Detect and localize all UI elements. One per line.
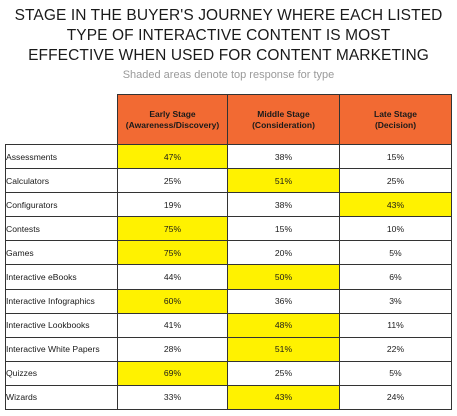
row-label: Wizards [5, 384, 118, 411]
row-label: Interactive Infographics [5, 288, 118, 314]
value-cell: 5% [339, 360, 452, 386]
data-table: Early Stage (Awareness/Discovery) Middle… [5, 94, 452, 411]
chart-title: STAGE IN THE BUYER'S JOURNEY WHERE EACH … [0, 6, 457, 66]
column-header-line1: Middle Stage [257, 108, 310, 119]
title-line-3: EFFECTIVE WHEN USED FOR CONTENT MARKETIN… [28, 47, 429, 64]
value-cell: 28% [117, 336, 228, 362]
table-row: Interactive Lookbooks 41% 48% 11% [5, 312, 452, 338]
header-corner [5, 94, 118, 145]
column-header-line2: (Decision) [374, 119, 417, 130]
value-cell-top: 43% [227, 384, 340, 411]
header-row: Early Stage (Awareness/Discovery) Middle… [5, 94, 452, 145]
value-cell-top: 43% [339, 192, 452, 218]
table-row: Contests 75% 15% 10% [5, 216, 452, 242]
value-cell: 20% [227, 240, 340, 266]
value-cell-top: 60% [117, 288, 228, 314]
value-cell-top: 75% [117, 216, 228, 242]
row-label: Configurators [5, 192, 118, 218]
table-row: Games 75% 20% 5% [5, 240, 452, 266]
table-row: Interactive Infographics 60% 36% 3% [5, 288, 452, 314]
table-row: Configurators 19% 38% 43% [5, 192, 452, 218]
chart-subtitle: Shaded areas denote top response for typ… [122, 69, 335, 81]
value-cell: 25% [117, 168, 228, 194]
value-cell-top: 51% [227, 336, 340, 362]
row-label: Interactive eBooks [5, 264, 118, 290]
row-label: Interactive Lookbooks [5, 312, 118, 338]
column-header-middle: Middle Stage (Consideration) [227, 94, 340, 145]
value-cell: 3% [339, 288, 452, 314]
table-row: Calculators 25% 51% 25% [5, 168, 452, 194]
value-cell: 24% [339, 384, 452, 411]
value-cell: 25% [227, 360, 340, 386]
value-cell-top: 75% [117, 240, 228, 266]
value-cell: 44% [117, 264, 228, 290]
row-label: Games [5, 240, 118, 266]
table-row: Interactive White Papers 28% 51% 22% [5, 336, 452, 362]
value-cell: 5% [339, 240, 452, 266]
table-row: Interactive eBooks 44% 50% 6% [5, 264, 452, 290]
value-cell: 25% [339, 168, 452, 194]
value-cell-top: 48% [227, 312, 340, 338]
table-row: Quizzes 69% 25% 5% [5, 360, 452, 386]
table-body: Assessments 47% 38% 15% Calculators 25% 51% 25%… [5, 143, 452, 411]
value-cell: 11% [339, 312, 452, 338]
value-cell: 10% [339, 216, 452, 242]
value-cell-top: 47% [117, 143, 228, 170]
value-cell: 36% [227, 288, 340, 314]
value-cell: 19% [117, 192, 228, 218]
column-header-late: Late Stage (Decision) [339, 94, 452, 145]
row-label: Interactive White Papers [5, 336, 118, 362]
value-cell: 15% [227, 216, 340, 242]
value-cell: 15% [339, 143, 452, 170]
value-cell: 38% [227, 143, 340, 170]
value-cell: 6% [339, 264, 452, 290]
table-row: Wizards 33% 43% 24% [5, 384, 452, 411]
title-line-2: TYPE OF INTERACTIVE CONTENT IS MOST [66, 27, 391, 44]
column-header-line2: (Awareness/Discovery) [125, 119, 220, 130]
title-line-1: STAGE IN THE BUYER'S JOURNEY WHERE EACH … [14, 7, 443, 24]
value-cell: 33% [117, 384, 228, 411]
table-row: Assessments 47% 38% 15% [5, 143, 452, 170]
value-cell-top: 69% [117, 360, 228, 386]
value-cell: 38% [227, 192, 340, 218]
value-cell-top: 51% [227, 168, 340, 194]
column-header-line1: Early Stage [149, 108, 196, 119]
column-header-early: Early Stage (Awareness/Discovery) [117, 94, 228, 145]
column-header-line1: Late Stage [374, 108, 417, 119]
row-label: Calculators [5, 168, 118, 194]
row-label: Assessments [5, 143, 118, 170]
row-label: Contests [5, 216, 118, 242]
row-label: Quizzes [5, 360, 118, 386]
column-header-line2: (Consideration) [252, 119, 315, 130]
value-cell-top: 50% [227, 264, 340, 290]
value-cell: 22% [339, 336, 452, 362]
value-cell: 41% [117, 312, 228, 338]
